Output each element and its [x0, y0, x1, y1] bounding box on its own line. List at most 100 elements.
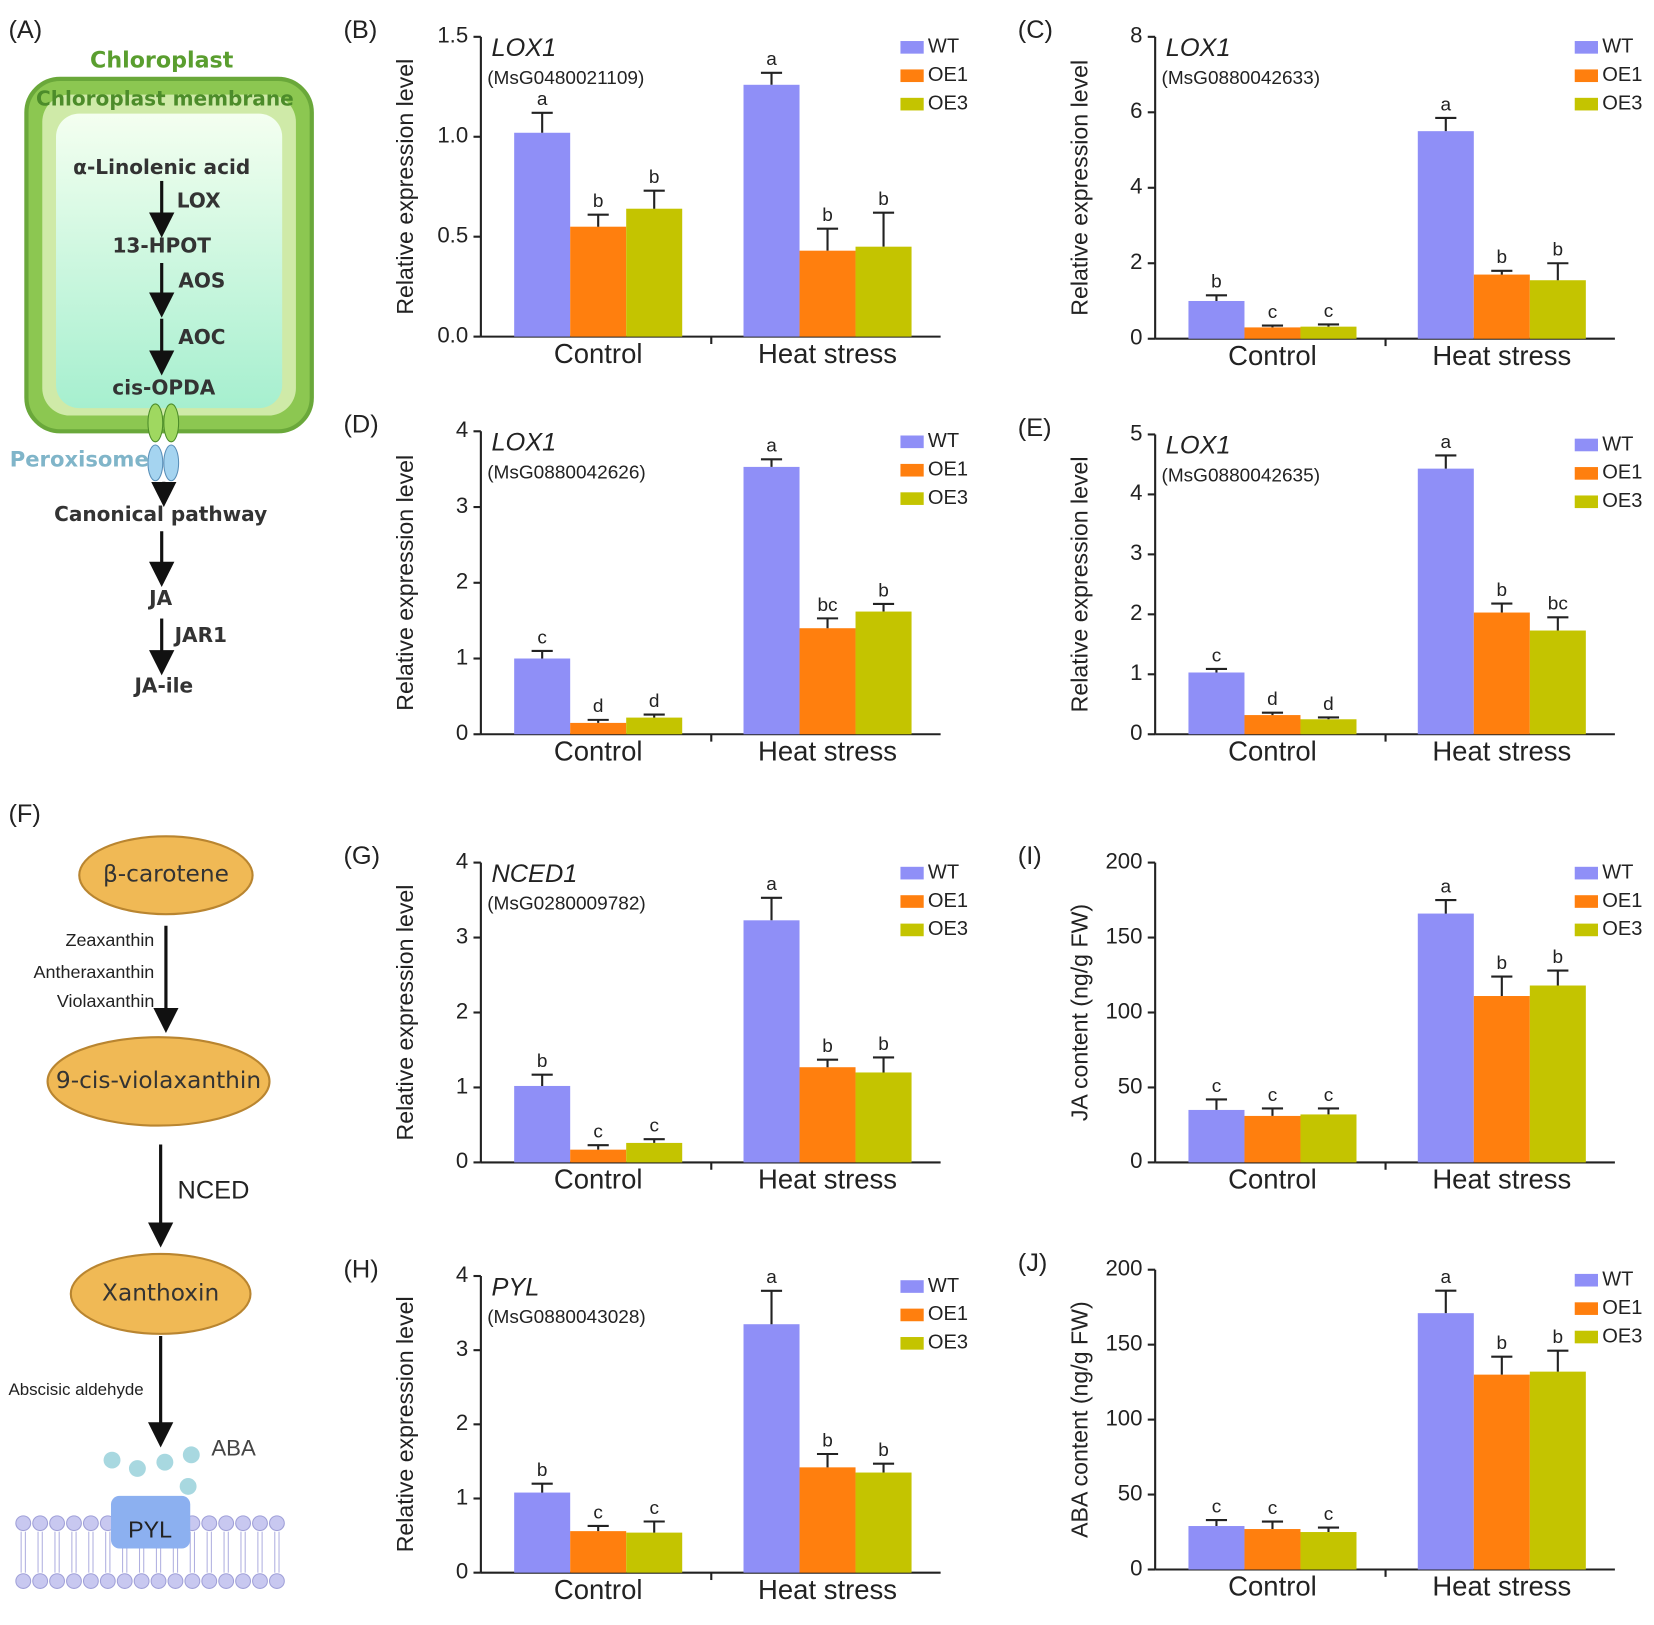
error-bar [1491, 602, 1513, 613]
significance-letter: b [822, 1430, 833, 1451]
legend-swatch [900, 1280, 924, 1293]
y-tick-label: 50 [1118, 1073, 1143, 1098]
legend-swatch [1574, 923, 1598, 937]
y-tick-label: 1.0 [437, 123, 468, 148]
channel [163, 444, 180, 482]
y-tick-label: 3 [1130, 540, 1142, 565]
lipid [150, 1573, 167, 1589]
bar [1244, 1529, 1301, 1570]
significance-letter: c [1212, 645, 1222, 666]
y-tick-label: 4 [456, 1262, 468, 1287]
gene-name: LOX1 [491, 34, 556, 62]
legend-label: OE1 [1602, 64, 1642, 86]
label: Chloroplast [90, 48, 234, 74]
bar [1188, 672, 1245, 735]
gene-id: (MsG0880043028) [487, 1307, 646, 1328]
error-bar [872, 1462, 895, 1473]
receptor [110, 1495, 191, 1549]
bar [570, 1531, 627, 1573]
error-bar [760, 1289, 783, 1325]
gene-id: (MsG0280009782) [487, 894, 646, 915]
y-tick-label: 5 [1130, 420, 1142, 445]
bar [626, 1532, 683, 1573]
significance-letter: b [878, 1034, 889, 1055]
error-bar [816, 1058, 839, 1068]
error-bar [1317, 1107, 1340, 1115]
bar [1529, 280, 1586, 339]
chart: (D) LOX1 (MsG0880042626) Relative expressio… [343, 411, 968, 767]
y-tick-label: 1 [456, 1484, 468, 1509]
significance-letter: a [1441, 876, 1452, 897]
significance-letter: b [593, 191, 604, 212]
lipid [99, 1573, 116, 1589]
significance-letter: d [593, 696, 604, 717]
significance-letter: a [766, 1267, 777, 1288]
significance-letter: b [878, 580, 889, 601]
significance-letter: d [1323, 694, 1334, 715]
y-tick-label: 2 [456, 569, 468, 594]
significance-letter: b [878, 189, 889, 210]
bar [1529, 1371, 1586, 1570]
legend-label: WT [928, 36, 959, 58]
bar [626, 717, 683, 735]
significance-letter: c [649, 1498, 659, 1519]
gene-id: (MsG0880042633) [1161, 68, 1320, 89]
y-tick-label: 2 [456, 998, 468, 1023]
label: ABA [211, 1435, 256, 1460]
label: Violaxanthin [57, 991, 154, 1011]
legend-swatch [1574, 41, 1598, 54]
label: Abscisic aldehyde [8, 1380, 143, 1399]
bar [743, 466, 800, 735]
bar [1244, 715, 1301, 735]
bar [1473, 612, 1530, 735]
bar [1473, 274, 1530, 339]
significance-letter: b [537, 1051, 548, 1072]
y-tick-label: 1 [456, 644, 468, 669]
bar [855, 246, 912, 337]
bar [743, 920, 800, 1163]
gene-name: LOX1 [491, 429, 556, 457]
lipid [235, 1515, 252, 1532]
legend-swatch [1574, 495, 1598, 509]
legend-label: WT [928, 1275, 959, 1297]
legend-label: OE1 [928, 890, 968, 912]
legend-swatch [1574, 97, 1598, 111]
y-tick-label: 150 [1105, 1331, 1142, 1356]
bar [1188, 1526, 1245, 1570]
error-bar [1205, 294, 1228, 301]
bar [570, 226, 627, 337]
bar [1417, 131, 1474, 339]
error-bar [1435, 454, 1457, 469]
y-tick-label: 2 [1130, 600, 1142, 625]
legend-label: OE3 [928, 92, 968, 114]
bar [1300, 326, 1357, 339]
lipid [32, 1573, 49, 1589]
x-tick-label: Heat stress [758, 1164, 897, 1195]
lipid [235, 1573, 252, 1589]
bar [514, 1492, 571, 1573]
panel-label: (A) [8, 16, 42, 44]
y-tick-label: 2 [456, 1410, 468, 1435]
significance-letter: c [1324, 1504, 1334, 1525]
lipid [268, 1573, 285, 1589]
error-bar [1317, 716, 1340, 720]
legend-swatch [1574, 438, 1598, 452]
gene-name: LOX1 [1166, 34, 1231, 62]
significance-letter: c [649, 1116, 659, 1137]
significance-letter: d [1267, 689, 1278, 710]
legend-swatch [900, 1308, 924, 1322]
error-bar [1205, 1518, 1228, 1527]
error-bar [1435, 899, 1457, 914]
chart: (B) LOX1 (MsG0480021109) Relative expressio… [343, 16, 968, 368]
y-axis-label: Relative expression level [1066, 60, 1092, 316]
chart: (I) JA content (ng/g FW) 0 50 100 150 200 Contr… [1018, 842, 1643, 1194]
significance-letter: a [766, 436, 777, 457]
significance-letter: a [1441, 94, 1452, 115]
lipid [218, 1573, 235, 1589]
y-axis-label: Relative expression level [392, 885, 418, 1141]
significance-letter: b [822, 205, 833, 226]
legend-swatch [1574, 866, 1598, 880]
error-bar [531, 111, 553, 133]
x-tick-label: Heat stress [1432, 1164, 1571, 1195]
